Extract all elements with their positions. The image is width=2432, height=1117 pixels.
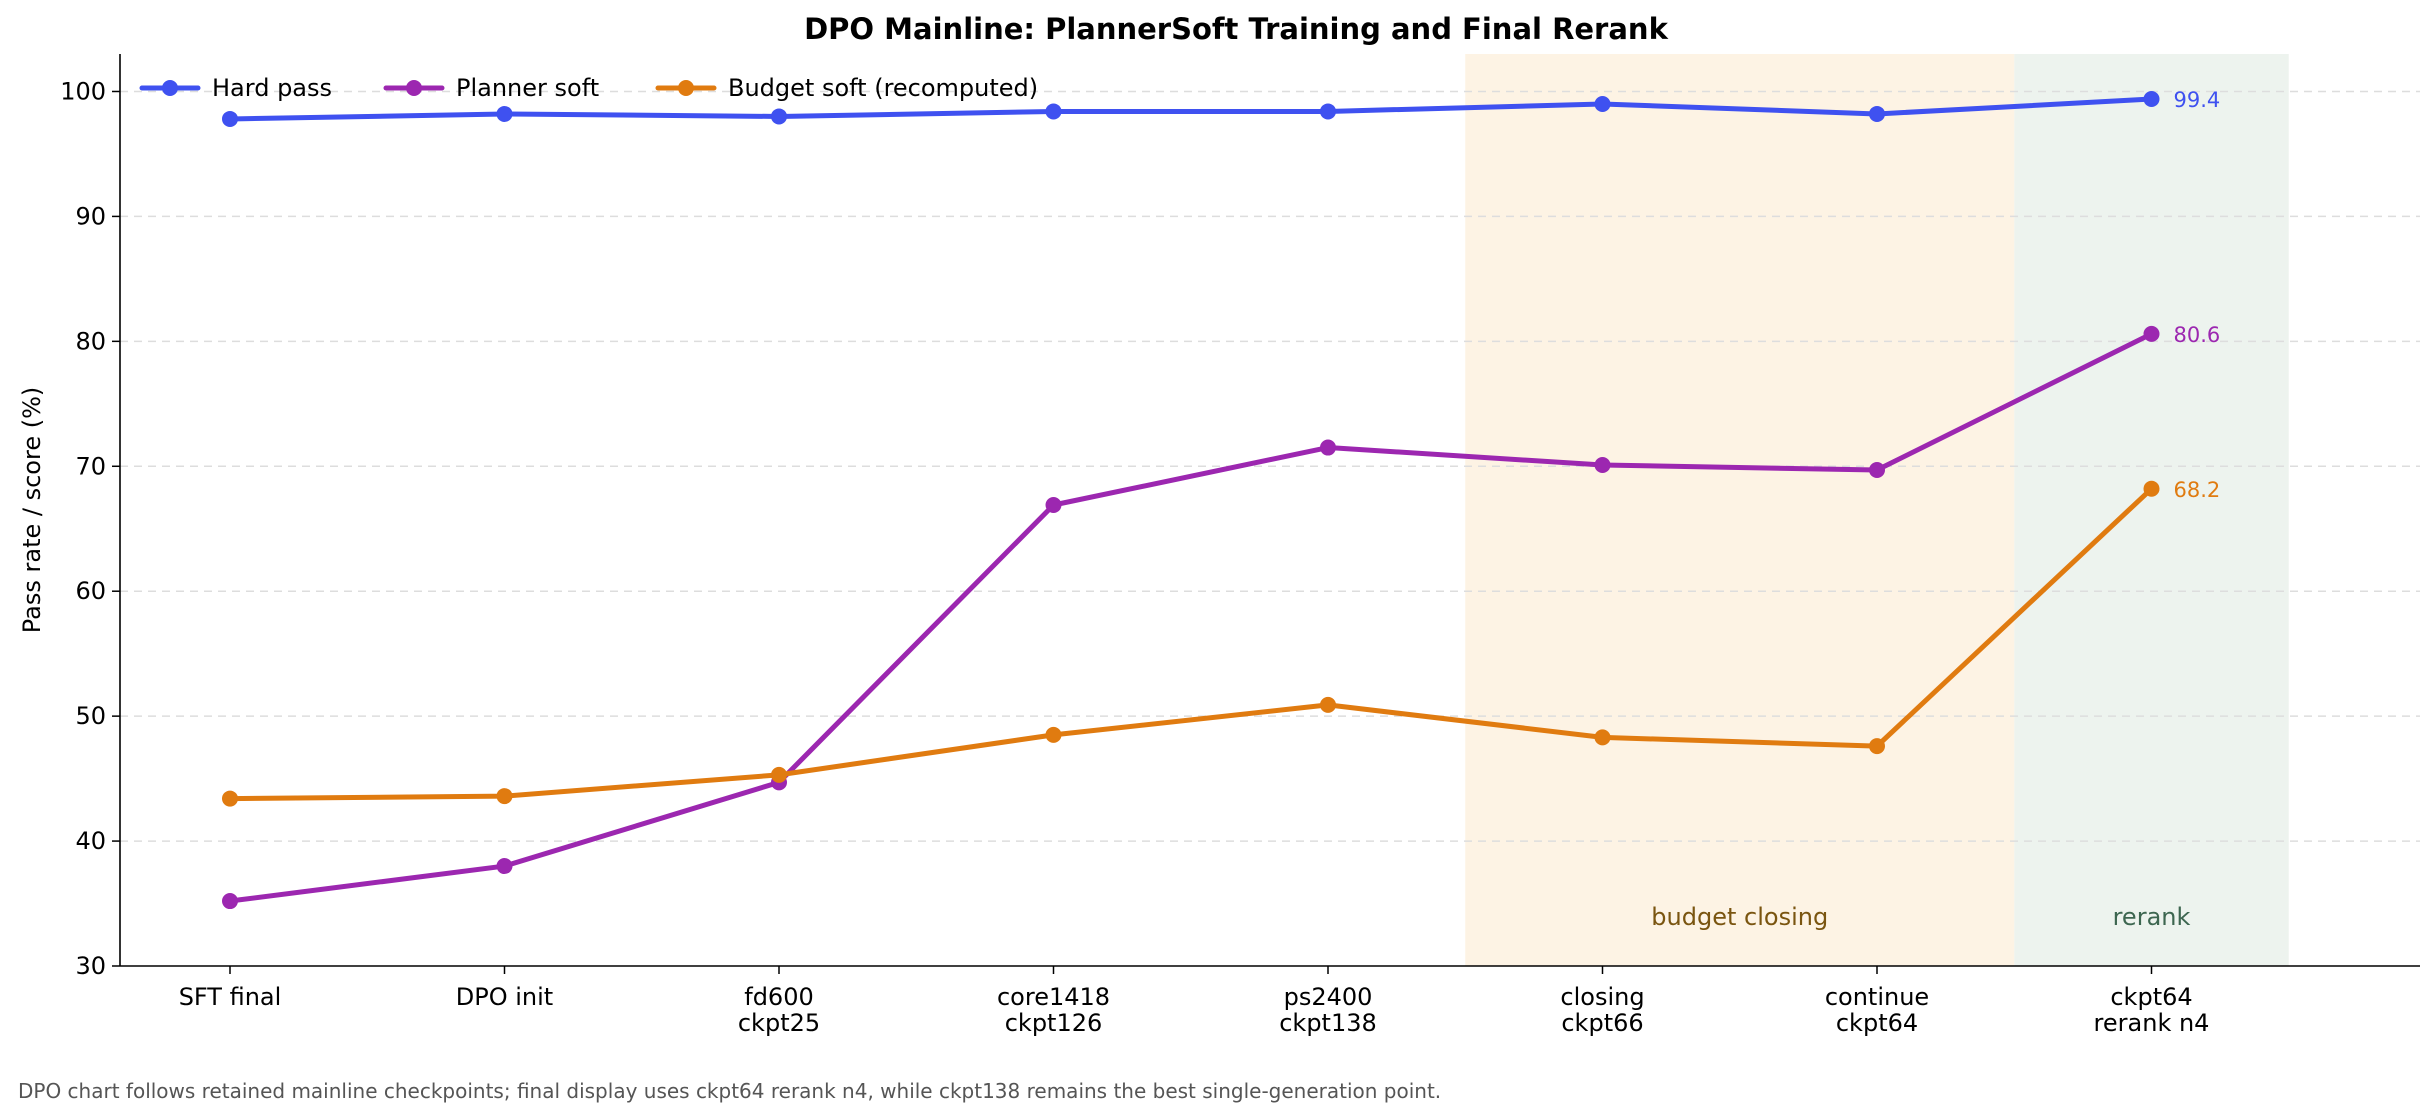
- series-1-point-5: [1594, 457, 1611, 474]
- series-0-point-7: [2143, 90, 2160, 107]
- legend-label-0: Hard pass: [212, 74, 332, 102]
- x-tick-label-7-1: rerank n4: [2094, 1009, 2210, 1037]
- series-0-point-3: [1045, 103, 1062, 120]
- region-band-0: [1465, 54, 2015, 966]
- x-tick-label-7-0: ckpt64: [2110, 983, 2192, 1011]
- x-tick-label-6-1: ckpt64: [1836, 1009, 1918, 1037]
- x-tick-label-0-0: SFT final: [179, 983, 282, 1011]
- y-tick-label-6: 90: [75, 202, 106, 230]
- series-1-point-6: [1869, 462, 1885, 479]
- series-0-point-0: [222, 110, 238, 127]
- x-tick-label-3-0: core1418: [997, 983, 1110, 1011]
- series-line-1: [227, 331, 2154, 904]
- x-tick-label-2-1: ckpt25: [738, 1009, 820, 1037]
- legend-label-1: Planner soft: [456, 74, 599, 102]
- y-tick-label-4: 70: [75, 452, 106, 480]
- series-line-2: [227, 486, 2154, 802]
- series-1-point-1: [496, 858, 513, 875]
- x-tick-label-5-1: ckpt66: [1561, 1009, 1643, 1037]
- y-tick-label-0: 30: [75, 952, 106, 980]
- y-axis-label: Pass rate / score (%): [18, 387, 46, 633]
- series-1-point-4: [1320, 439, 1336, 456]
- series-2-point-6: [1869, 738, 1885, 755]
- series-2-point-5: [1594, 729, 1611, 746]
- region-label-0: budget closing: [1651, 903, 1828, 931]
- series-0-point-6: [1869, 105, 1885, 122]
- y-tick-label-1: 40: [75, 827, 106, 855]
- series-2-point-3: [1045, 726, 1062, 743]
- region-label-1: rerank: [2113, 903, 2191, 931]
- legend-label-2: Budget soft (recomputed): [728, 74, 1038, 102]
- series-end-label-1: 80.6: [2174, 323, 2221, 347]
- series-end-label-2: 68.2: [2174, 478, 2221, 502]
- legend-marker-2: [678, 80, 694, 96]
- series-2-point-2: [771, 766, 787, 783]
- legend-marker-0: [162, 80, 178, 96]
- series-2-point-4: [1320, 696, 1336, 713]
- series-2-point-1: [496, 788, 513, 805]
- x-tick-label-3-1: ckpt126: [1005, 1009, 1103, 1037]
- series-0-point-5: [1594, 95, 1611, 112]
- x-tick-label-6-0: continue: [1825, 983, 1929, 1011]
- series-1-point-3: [1045, 497, 1062, 514]
- series-0-point-1: [496, 105, 513, 122]
- series-0-point-2: [771, 108, 787, 125]
- y-tick-label-7: 100: [60, 77, 106, 105]
- y-tick-label-2: 50: [75, 702, 106, 730]
- legend-marker-1: [406, 80, 422, 96]
- x-tick-label-2-0: fd600: [744, 983, 814, 1011]
- chart-title: DPO Mainline: PlannerSoft Training and F…: [804, 12, 1668, 46]
- series-end-label-0: 99.4: [2174, 88, 2221, 112]
- x-tick-label-4-1: ckpt138: [1279, 1009, 1377, 1037]
- y-tick-label-5: 80: [75, 327, 106, 355]
- y-tick-label-3: 60: [75, 577, 106, 605]
- x-tick-label-5-0: closing: [1560, 983, 1644, 1011]
- series-0-point-4: [1320, 103, 1336, 120]
- series-2-point-7: [2143, 480, 2160, 497]
- x-tick-label-1-0: DPO init: [456, 983, 553, 1011]
- series-line-0: [227, 96, 2154, 122]
- series-2-point-0: [222, 790, 238, 807]
- region-band-1: [2014, 54, 2289, 966]
- footnote: DPO chart follows retained mainline chec…: [18, 1079, 1441, 1103]
- series-1-point-0: [222, 893, 238, 910]
- series-1-point-7: [2143, 325, 2160, 342]
- x-tick-label-4-0: ps2400: [1284, 983, 1373, 1011]
